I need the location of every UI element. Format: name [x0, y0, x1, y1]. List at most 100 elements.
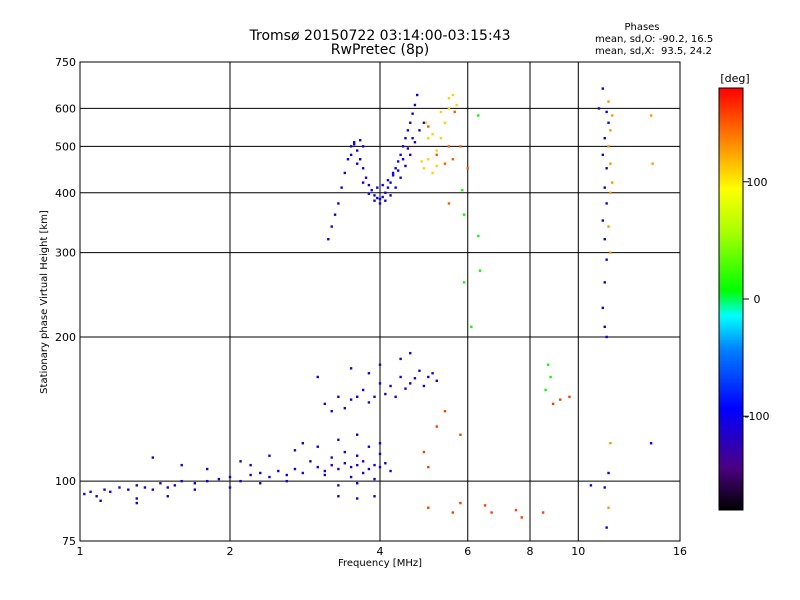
y-tick-label: 500 — [55, 140, 76, 153]
data-point — [607, 145, 610, 148]
data-point — [470, 325, 473, 329]
data-point — [173, 484, 177, 487]
x-tick-label: 4 — [377, 545, 384, 558]
data-point — [589, 484, 593, 487]
data-point — [386, 186, 390, 189]
data-point — [418, 129, 421, 132]
data-point — [370, 188, 373, 192]
data-point — [394, 395, 397, 399]
y-tick-label: 75 — [62, 535, 76, 548]
data-point — [559, 398, 562, 401]
data-point — [343, 450, 347, 454]
data-point — [399, 176, 402, 179]
data-point — [349, 145, 353, 148]
data-point — [285, 473, 288, 477]
data-point — [603, 136, 606, 140]
data-point — [399, 153, 402, 157]
data-point — [205, 479, 209, 483]
data-point — [337, 202, 340, 205]
data-point — [373, 477, 376, 481]
data-point — [399, 375, 402, 379]
data-point — [103, 488, 106, 491]
data-point — [603, 486, 606, 489]
data-point — [340, 186, 343, 189]
data-point — [607, 100, 610, 103]
data-point — [268, 454, 271, 457]
data-point — [462, 281, 466, 284]
data-point — [323, 473, 327, 477]
y-tick-label: 300 — [55, 247, 76, 260]
data-point — [447, 97, 451, 100]
data-point — [406, 147, 410, 150]
data-point — [478, 269, 482, 272]
data-point — [361, 460, 365, 463]
data-point — [477, 234, 480, 238]
data-point — [435, 149, 438, 152]
data-point — [355, 497, 359, 500]
data-point — [166, 495, 169, 498]
data-point — [466, 167, 469, 170]
stats-line-x: mean, sd,X: 93.5, 24.2 — [595, 46, 712, 57]
x-tick-label: 10 — [571, 545, 585, 558]
data-point — [520, 516, 523, 519]
data-point — [193, 488, 197, 491]
data-point — [373, 395, 376, 399]
data-point — [607, 471, 610, 475]
data-point — [327, 237, 330, 241]
data-point — [249, 473, 252, 477]
data-point — [406, 129, 410, 132]
data-point — [285, 479, 288, 483]
data-point — [391, 171, 395, 175]
data-point — [601, 306, 605, 310]
data-point — [422, 450, 426, 454]
data-point — [337, 438, 340, 441]
x-axis: 1 2 4 6 8 10 16 — [77, 545, 688, 558]
data-point — [651, 162, 654, 165]
data-point — [343, 462, 347, 465]
y-tick-label: 750 — [55, 56, 76, 69]
data-point — [361, 181, 365, 184]
y-axis-label: Stationary phase Virtual Height [km] — [39, 210, 50, 394]
data-point — [411, 136, 414, 140]
data-point — [541, 511, 545, 514]
data-point — [373, 199, 376, 202]
data-point — [483, 504, 487, 507]
data-point — [605, 335, 608, 339]
data-point — [601, 219, 605, 222]
data-point — [386, 178, 390, 182]
data-point — [431, 133, 434, 136]
colorbar-ticks: 100 0 -100 — [743, 176, 769, 423]
data-point — [367, 192, 371, 196]
data-point — [443, 409, 447, 413]
data-point — [459, 433, 462, 436]
data-point — [337, 395, 340, 399]
data-points — [83, 87, 654, 529]
colorbar-tick-label: 100 — [747, 176, 768, 189]
data-point — [239, 479, 242, 483]
colorbar-tick-label: 0 — [754, 293, 761, 306]
plot-frame — [79, 61, 681, 542]
data-point — [99, 499, 102, 502]
data-point — [358, 158, 362, 161]
data-point — [277, 469, 280, 473]
data-point — [399, 357, 402, 361]
data-point — [409, 153, 412, 157]
data-point — [293, 449, 297, 452]
data-point — [346, 158, 350, 161]
data-point — [607, 225, 610, 228]
data-point — [378, 465, 382, 469]
data-point — [337, 467, 340, 471]
data-point — [384, 199, 387, 202]
data-point — [373, 194, 376, 197]
data-point — [349, 465, 353, 469]
data-point — [546, 363, 550, 366]
data-point — [424, 121, 428, 124]
data-point — [404, 136, 407, 140]
data-point — [409, 382, 412, 385]
stats-line-o: mean, sd,O: -90.2, 16.5 — [595, 34, 713, 45]
data-point — [83, 492, 86, 496]
data-point — [259, 471, 262, 475]
data-point — [337, 495, 340, 498]
data-point — [301, 471, 305, 475]
